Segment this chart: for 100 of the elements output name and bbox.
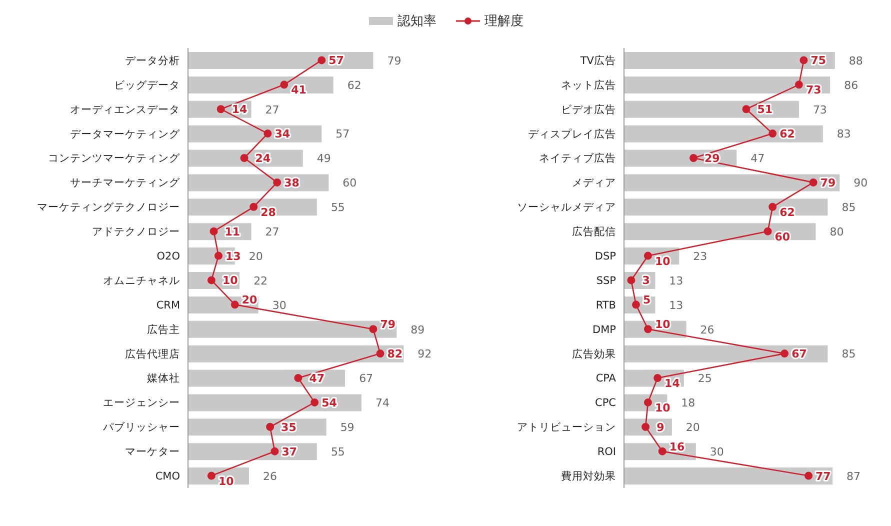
y-tick-label: ビデオ広告 [561,102,616,116]
y-tick-label: 広告配信 [572,225,616,238]
y-tick-label: サーチマーケティング [70,177,181,190]
point [768,202,777,211]
y-tick-label: ネット広告 [561,78,616,92]
data-label: 27 [265,103,280,116]
bar [624,76,830,94]
data-label: 51 [757,103,773,116]
point [280,80,288,89]
data-label: 10 [654,318,671,332]
bar [624,174,840,192]
data-label: 26 [700,323,714,336]
data-label: 5 [642,294,651,307]
data-label: 30 [710,446,724,459]
point [273,178,282,186]
data-label: 16 [669,440,685,454]
point [800,56,808,64]
point [376,350,384,358]
y-tick-label: メディア [572,177,616,190]
data-label: 90 [854,176,868,190]
y-tick-label: ディスプレイ広告 [528,127,616,140]
point [627,276,636,284]
data-label: 13 [225,250,241,263]
y-tick-label: オーディエンスデータ [70,104,180,116]
y-tick-label: 媒体社 [147,372,180,385]
data-label: 55 [330,201,345,214]
data-label: 79 [387,54,402,68]
bar [624,198,828,216]
data-label: 3 [642,274,650,288]
data-label: 59 [340,421,354,434]
point [230,300,239,309]
point [369,325,378,334]
data-label: 85 [842,348,856,361]
point [240,154,248,162]
data-label: 79 [820,176,836,190]
data-label: 35 [281,420,296,434]
y-tick-label: DMP [592,324,616,336]
y-tick-label: CPC [595,397,616,410]
data-label: 75 [810,54,826,68]
data-label: 20 [248,250,263,263]
data-label: 77 [816,470,831,483]
point [764,227,772,236]
bar [188,443,317,460]
data-label: 20 [242,294,258,307]
point [318,56,326,64]
y-tick-label: 費用対効果 [561,470,616,483]
point [644,252,652,260]
data-label: 49 [316,152,331,166]
y-tick-label: TV広告 [579,54,616,67]
data-label: 27 [265,226,280,239]
point [690,154,698,162]
bar [188,150,303,167]
data-label: 34 [274,128,290,141]
point [644,325,652,334]
y-tick-label: ビッグデータ [114,79,180,92]
y-tick-label: ソーシャルメディア [517,202,616,214]
data-label: 83 [836,128,851,141]
data-label: 26 [262,470,277,483]
point [644,398,652,406]
point [794,80,803,89]
y-tick-label: ROI [597,446,616,458]
bar [188,174,329,192]
data-label: 29 [704,152,720,165]
data-label: 14 [232,103,248,116]
data-label: 47 [309,372,324,385]
y-tick-label: コンテンツマーケティング [48,152,181,165]
data-label: 62 [347,78,362,92]
data-label: 60 [774,230,790,244]
data-label: 73 [806,84,822,97]
data-label: 47 [750,152,765,166]
bar [188,52,374,69]
y-tick-label: アドテクノロジー [92,226,180,238]
y-tick-label: 広告効果 [572,347,616,360]
data-label: 10 [218,474,234,488]
data-label: 9 [656,420,664,434]
data-label: 24 [255,152,271,165]
data-label: 89 [410,323,425,336]
data-label: 87 [846,470,860,483]
data-label: 62 [780,128,795,141]
point [250,202,258,211]
data-label: 10 [654,401,671,414]
bar [188,125,322,142]
point [264,130,272,138]
y-tick-label: O2O [156,250,180,263]
point [266,422,274,431]
data-label: 38 [284,176,300,190]
point [214,252,222,260]
data-label: 85 [842,201,856,214]
data-label: 22 [254,274,268,288]
point [742,105,750,114]
data-label: 11 [224,225,240,238]
bar [624,100,799,118]
bar [188,418,326,436]
y-tick-label: パブリッシャー [102,420,180,434]
data-label: 25 [698,372,712,386]
data-label: 55 [330,446,345,459]
bar [624,468,832,485]
point [310,398,319,406]
point [294,374,302,382]
point [216,105,225,114]
